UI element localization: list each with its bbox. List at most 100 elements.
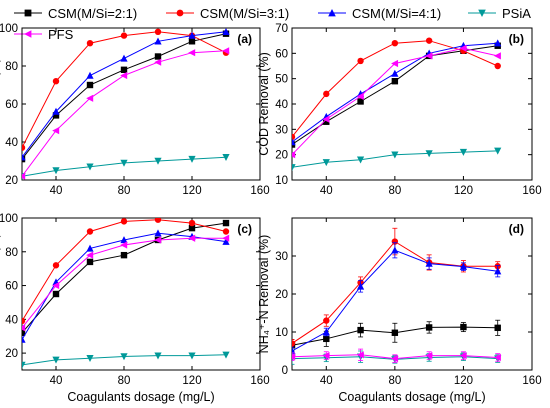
data-point bbox=[52, 107, 60, 115]
data-point bbox=[52, 127, 60, 135]
series-line bbox=[22, 219, 227, 322]
data-point bbox=[322, 328, 330, 336]
data-point bbox=[22, 335, 26, 343]
data-point bbox=[188, 49, 196, 57]
legend-item-pfs: PFS bbox=[14, 27, 74, 42]
data-point bbox=[222, 234, 230, 242]
series-line bbox=[292, 42, 498, 143]
y-tick-label: 40 bbox=[275, 99, 288, 111]
series-pfs bbox=[22, 234, 230, 332]
legend: CSM(M/Si=2:1) CSM(M/Si=3:1) CSM(M/Si=4:1) P… bbox=[14, 6, 531, 42]
legend-marker bbox=[478, 9, 486, 17]
data-point bbox=[120, 353, 128, 361]
data-point bbox=[322, 159, 330, 167]
series-psia bbox=[292, 147, 502, 172]
data-point bbox=[120, 54, 128, 62]
data-point bbox=[493, 52, 501, 60]
x-tick-label: 120 bbox=[454, 185, 473, 197]
x-tick-label: 160 bbox=[250, 375, 269, 387]
data-point bbox=[52, 290, 60, 298]
x-tick-label: 160 bbox=[522, 185, 541, 197]
series-csm-m-si-3-1 bbox=[22, 218, 230, 325]
data-point bbox=[292, 164, 296, 172]
data-point bbox=[154, 352, 162, 360]
data-point bbox=[323, 90, 330, 98]
data-point bbox=[22, 144, 26, 151]
data-point bbox=[494, 62, 501, 70]
data-point bbox=[391, 246, 399, 254]
plot-area bbox=[292, 37, 502, 172]
data-point bbox=[356, 351, 364, 359]
data-point bbox=[188, 38, 196, 45]
data-point bbox=[222, 28, 230, 35]
data-point bbox=[357, 57, 364, 65]
series-pfs bbox=[292, 348, 501, 363]
data-point bbox=[22, 361, 26, 369]
data-point bbox=[188, 155, 196, 163]
panel-b: 40 80 120 160 10 20 30 40 50 60 70 COD Removal (%) (… bbox=[257, 23, 542, 197]
panel-label: (b) bbox=[509, 32, 524, 46]
y-tick-label: 0 bbox=[282, 365, 288, 377]
y-tick-label: 10 bbox=[275, 175, 288, 187]
data-point bbox=[222, 47, 230, 55]
y-axis-label: PO₄³⁻-P Removal (%) bbox=[0, 233, 1, 355]
plot-area bbox=[292, 227, 502, 365]
legend-item-csm-m-si-2-1: CSM(M/Si=2:1) bbox=[14, 6, 137, 21]
x-tick-label: 120 bbox=[454, 375, 473, 387]
data-point bbox=[120, 66, 128, 73]
data-point bbox=[357, 326, 364, 334]
data-point bbox=[22, 324, 26, 332]
data-point bbox=[120, 218, 128, 225]
y-tick-label: 80 bbox=[5, 61, 18, 73]
data-point bbox=[292, 133, 296, 141]
y-tick-label: 60 bbox=[275, 48, 288, 60]
y-tick-label: 20 bbox=[5, 348, 18, 360]
data-point bbox=[120, 71, 128, 80]
series-line bbox=[22, 31, 227, 158]
data-point bbox=[52, 78, 60, 85]
data-point bbox=[391, 151, 399, 159]
data-point bbox=[292, 151, 296, 159]
x-tick-label: 80 bbox=[118, 185, 131, 197]
legend-label: CSM(M/Si=2:1) bbox=[48, 6, 137, 21]
data-point bbox=[154, 157, 162, 165]
data-point bbox=[493, 353, 501, 362]
legend-item-csm-m-si-4-1: CSM(M/Si=4:1) bbox=[318, 6, 441, 21]
data-point bbox=[391, 238, 399, 245]
series-line bbox=[22, 237, 226, 329]
data-point bbox=[188, 224, 196, 232]
series-line bbox=[292, 45, 498, 145]
data-point bbox=[154, 28, 162, 35]
series-csm-m-si-4-1 bbox=[292, 242, 502, 356]
data-point bbox=[459, 351, 467, 360]
data-point bbox=[459, 44, 467, 52]
y-tick-label: 80 bbox=[5, 247, 18, 259]
data-point bbox=[188, 234, 196, 242]
data-point bbox=[154, 236, 162, 244]
legend-marker bbox=[176, 9, 184, 17]
data-point bbox=[120, 32, 128, 39]
data-point bbox=[52, 356, 60, 364]
series-psia bbox=[22, 351, 230, 369]
y-tick-label: 20 bbox=[5, 175, 18, 187]
data-point bbox=[86, 94, 94, 102]
data-point bbox=[154, 218, 162, 223]
data-point bbox=[120, 236, 128, 244]
data-point bbox=[86, 71, 94, 79]
data-point bbox=[494, 39, 502, 47]
data-point bbox=[356, 92, 364, 100]
data-point bbox=[22, 172, 26, 180]
data-point bbox=[120, 241, 128, 249]
data-point bbox=[22, 329, 26, 337]
data-point bbox=[292, 340, 296, 347]
data-point bbox=[391, 78, 399, 85]
data-point bbox=[391, 329, 399, 336]
data-point bbox=[86, 244, 94, 252]
data-point bbox=[86, 163, 94, 171]
x-tick-label: 40 bbox=[320, 185, 333, 197]
data-point bbox=[459, 262, 468, 270]
data-point bbox=[22, 153, 26, 161]
y-axis-label: SS Removal (%) bbox=[0, 58, 1, 150]
data-point bbox=[494, 267, 502, 275]
